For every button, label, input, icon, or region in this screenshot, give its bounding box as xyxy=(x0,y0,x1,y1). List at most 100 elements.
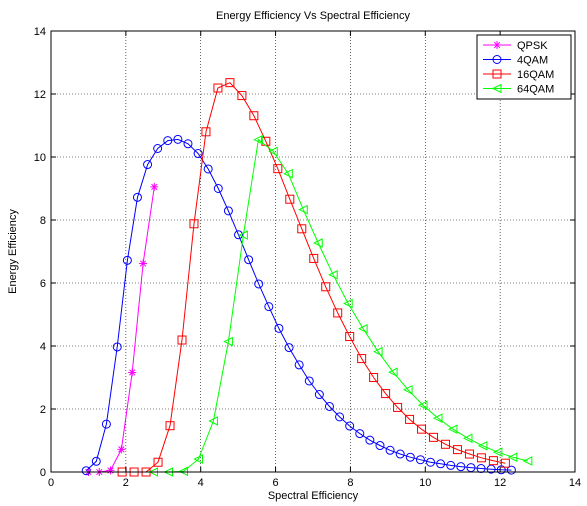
data-point xyxy=(355,429,365,439)
data-point xyxy=(193,149,203,159)
data-point xyxy=(238,230,248,240)
data-point xyxy=(297,224,307,234)
legend-label: 4QAM xyxy=(517,55,548,67)
data-point xyxy=(402,384,413,395)
data-point xyxy=(395,449,405,459)
data-point xyxy=(500,458,510,468)
data-point xyxy=(298,204,308,215)
data-point xyxy=(486,464,496,474)
data-point xyxy=(357,354,367,364)
data-point xyxy=(173,134,183,144)
data-point xyxy=(177,335,187,345)
x-tick-label: 6 xyxy=(273,477,279,489)
data-point xyxy=(153,143,163,153)
data-point xyxy=(429,432,439,442)
data-point xyxy=(333,308,343,318)
data-point xyxy=(189,219,199,229)
data-point xyxy=(493,41,501,49)
series-line xyxy=(85,138,512,472)
data-point xyxy=(464,449,474,459)
x-tick-label: 14 xyxy=(569,477,581,489)
data-point xyxy=(456,462,466,472)
data-point xyxy=(335,412,345,422)
data-point xyxy=(208,416,218,426)
legend: QPSK 4QAM 16QAM 64QAM xyxy=(476,34,572,100)
series-16qam xyxy=(117,78,510,477)
data-point xyxy=(313,238,323,248)
x-axis-label: Spectral Efficiency xyxy=(268,490,359,502)
data-point xyxy=(522,456,533,466)
data-point xyxy=(304,376,314,386)
data-point xyxy=(393,402,403,412)
data-point xyxy=(128,368,137,377)
data-point xyxy=(492,55,502,64)
data-point xyxy=(405,452,415,462)
data-point xyxy=(183,139,193,149)
data-point xyxy=(343,298,353,309)
data-point xyxy=(163,136,173,146)
data-point xyxy=(285,194,295,204)
data-point xyxy=(153,457,163,467)
data-point xyxy=(264,302,274,312)
data-point xyxy=(373,346,383,357)
data-point xyxy=(506,465,516,475)
x-tick-label: 0 xyxy=(48,477,54,489)
data-point xyxy=(447,424,458,434)
data-point xyxy=(201,127,211,137)
data-point xyxy=(426,457,436,467)
series-line xyxy=(153,138,528,473)
y-tick-label: 14 xyxy=(34,26,46,38)
y-tick-label: 4 xyxy=(40,341,46,353)
x-tick-label: 8 xyxy=(347,477,353,489)
data-point xyxy=(387,367,398,377)
data-point xyxy=(488,456,498,466)
data-point xyxy=(477,441,488,451)
y-tick-label: 10 xyxy=(34,152,46,164)
series-qpsk xyxy=(84,182,159,476)
data-point xyxy=(249,111,259,121)
y-axis-label: Energy Efficiency xyxy=(7,209,19,294)
data-point xyxy=(165,421,175,431)
data-point xyxy=(244,255,254,265)
data-point xyxy=(122,255,132,265)
data-point xyxy=(223,206,233,216)
data-point xyxy=(112,342,122,352)
data-point xyxy=(284,343,294,353)
legend-label: 64QAM xyxy=(517,84,554,96)
axis-ticks: 0 2 4 6 8 10 12 14 0 2 4 6 8 10 12 14 xyxy=(34,26,581,489)
legend-item-64qam: 64QAM xyxy=(483,84,554,96)
data-point xyxy=(507,452,518,463)
data-point xyxy=(150,182,159,191)
data-point xyxy=(203,164,213,174)
data-point xyxy=(476,453,486,463)
data-point xyxy=(309,253,319,263)
chart-title: Energy Efficiency Vs Spectral Efficiency xyxy=(216,10,411,22)
data-point xyxy=(314,390,324,400)
series-line xyxy=(122,82,506,473)
data-point xyxy=(432,413,443,423)
data-point xyxy=(283,168,293,179)
data-point xyxy=(143,160,153,170)
data-point xyxy=(321,282,331,292)
legend-item-4qam: 4QAM xyxy=(483,55,548,67)
x-tick-label: 4 xyxy=(198,477,204,489)
legend-label: 16QAM xyxy=(517,69,554,81)
data-point xyxy=(237,91,247,101)
series-4qam xyxy=(81,134,516,476)
data-point xyxy=(225,78,235,88)
data-point xyxy=(375,441,385,451)
plot-series xyxy=(81,78,533,477)
data-point xyxy=(254,279,264,289)
data-point xyxy=(417,400,428,411)
data-point xyxy=(369,373,379,382)
data-point xyxy=(385,445,395,455)
y-tick-label: 2 xyxy=(40,404,46,416)
data-point xyxy=(440,439,450,449)
data-point xyxy=(417,424,427,434)
data-point xyxy=(132,192,142,202)
data-point xyxy=(213,184,223,193)
data-point xyxy=(345,421,355,431)
data-point xyxy=(253,134,263,145)
data-point xyxy=(101,419,111,429)
